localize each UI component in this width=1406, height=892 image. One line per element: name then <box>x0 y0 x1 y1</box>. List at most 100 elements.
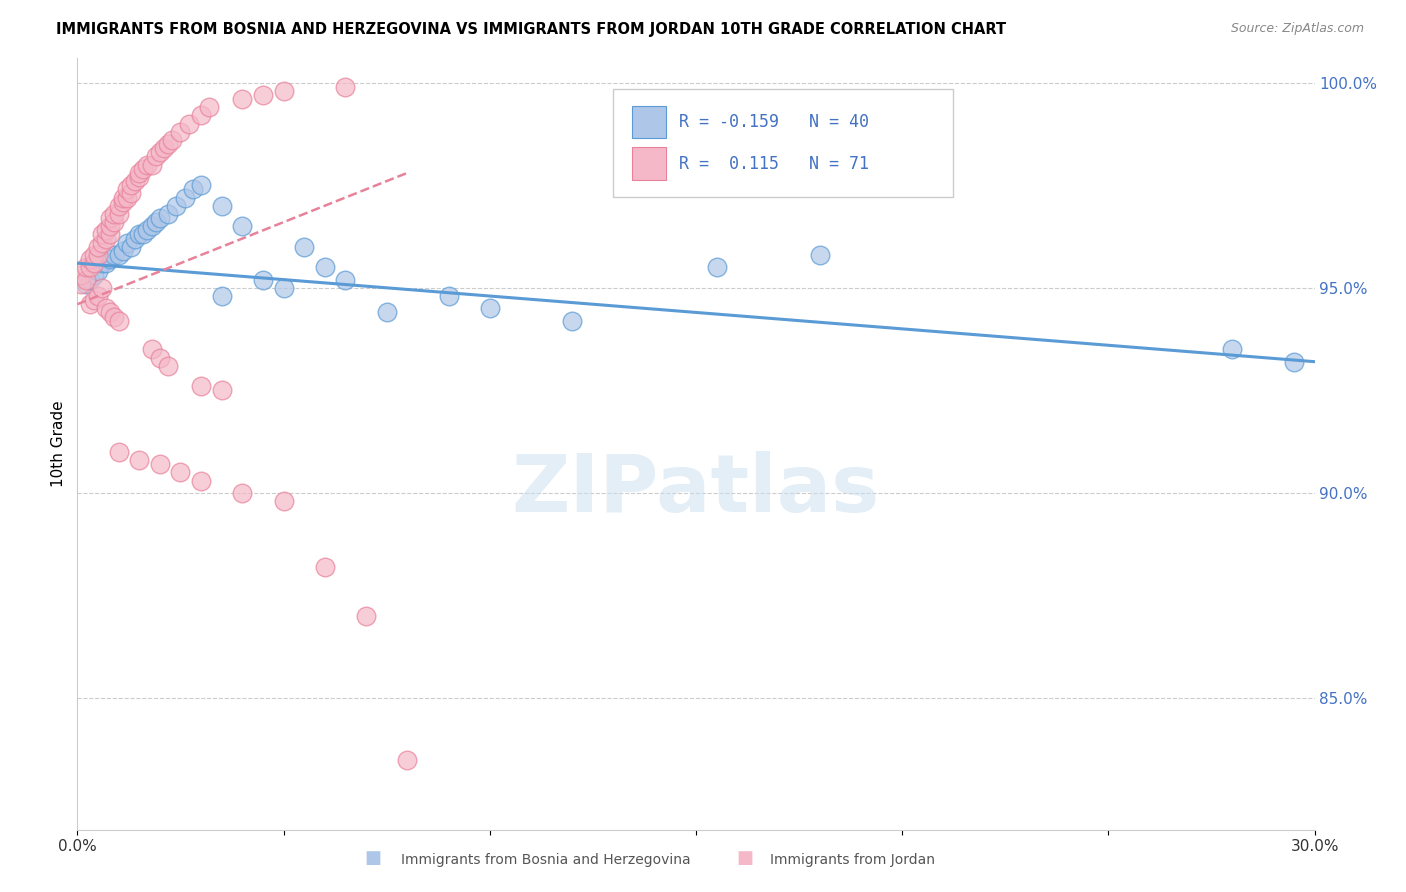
Point <box>354 609 377 624</box>
Point <box>120 186 142 201</box>
Point <box>252 272 274 286</box>
Point <box>149 351 172 365</box>
Point <box>98 305 121 319</box>
Point <box>157 207 180 221</box>
Point <box>98 227 121 242</box>
Text: R = -0.159   N = 40: R = -0.159 N = 40 <box>679 113 869 131</box>
Point <box>98 252 121 266</box>
Point <box>169 125 191 139</box>
Point <box>181 182 204 196</box>
Text: Source: ZipAtlas.com: Source: ZipAtlas.com <box>1230 22 1364 36</box>
Point <box>124 174 146 188</box>
Point <box>190 108 212 122</box>
Point <box>292 240 315 254</box>
Point <box>115 182 138 196</box>
Point <box>177 117 200 131</box>
Point <box>79 297 101 311</box>
Point <box>314 260 336 275</box>
Point <box>128 227 150 242</box>
Point <box>98 211 121 225</box>
Point <box>96 256 118 270</box>
Point <box>103 248 125 262</box>
Point <box>128 169 150 184</box>
Point <box>231 92 253 106</box>
Point <box>252 87 274 102</box>
Point <box>273 494 295 508</box>
Point <box>314 560 336 574</box>
Text: IMMIGRANTS FROM BOSNIA AND HERZEGOVINA VS IMMIGRANTS FROM JORDAN 10TH GRADE CORR: IMMIGRANTS FROM BOSNIA AND HERZEGOVINA V… <box>56 22 1007 37</box>
Point <box>335 272 357 286</box>
Point <box>190 379 212 393</box>
Point <box>103 310 125 324</box>
Point <box>79 252 101 266</box>
Bar <box>631 147 666 180</box>
Point <box>111 244 134 258</box>
Point <box>107 313 129 327</box>
Point <box>75 260 97 275</box>
Point <box>153 141 176 155</box>
Point <box>124 231 146 245</box>
Point <box>141 343 163 357</box>
Point <box>808 248 831 262</box>
Point <box>111 194 134 209</box>
Point <box>149 211 172 225</box>
Point <box>91 235 114 250</box>
Text: ■: ■ <box>737 849 754 867</box>
Point <box>190 178 212 193</box>
Point <box>87 248 110 262</box>
Point <box>115 190 138 204</box>
Point <box>375 305 398 319</box>
Point <box>145 215 167 229</box>
Point <box>83 293 105 307</box>
Point <box>98 219 121 234</box>
Point <box>107 445 129 459</box>
Text: Immigrants from Bosnia and Herzegovina: Immigrants from Bosnia and Herzegovina <box>401 853 690 867</box>
Point <box>190 474 212 488</box>
Text: ZIPatlas: ZIPatlas <box>512 451 880 529</box>
Point <box>115 235 138 250</box>
Point <box>107 199 129 213</box>
Point <box>132 227 155 242</box>
Point <box>70 268 93 283</box>
Point <box>169 466 191 480</box>
Point <box>107 207 129 221</box>
Point <box>165 199 187 213</box>
Point <box>141 219 163 234</box>
Point <box>120 178 142 193</box>
Point <box>1282 354 1305 368</box>
Point <box>157 359 180 373</box>
Point <box>478 301 501 316</box>
Point <box>128 166 150 180</box>
Point <box>141 158 163 172</box>
Text: ■: ■ <box>364 849 381 867</box>
Point <box>91 227 114 242</box>
Point <box>111 190 134 204</box>
FancyBboxPatch shape <box>613 89 953 197</box>
Point <box>335 79 357 94</box>
Point <box>120 240 142 254</box>
Point <box>79 260 101 275</box>
Point <box>1220 343 1243 357</box>
Point <box>91 256 114 270</box>
Point <box>136 223 159 237</box>
Point <box>198 100 221 114</box>
Point <box>211 199 233 213</box>
Point <box>96 223 118 237</box>
Text: R =  0.115   N = 71: R = 0.115 N = 71 <box>679 154 869 173</box>
Point <box>103 215 125 229</box>
Point <box>91 281 114 295</box>
Point <box>231 219 253 234</box>
Point <box>706 260 728 275</box>
Point <box>160 133 183 147</box>
Point <box>83 268 105 283</box>
Point <box>103 207 125 221</box>
Point <box>87 289 110 303</box>
Text: Immigrants from Jordan: Immigrants from Jordan <box>770 853 935 867</box>
Point <box>107 248 129 262</box>
Point <box>561 313 583 327</box>
Y-axis label: 10th Grade: 10th Grade <box>51 401 66 487</box>
Point <box>149 145 172 160</box>
Point <box>273 281 295 295</box>
Point <box>211 384 233 398</box>
Point <box>96 231 118 245</box>
